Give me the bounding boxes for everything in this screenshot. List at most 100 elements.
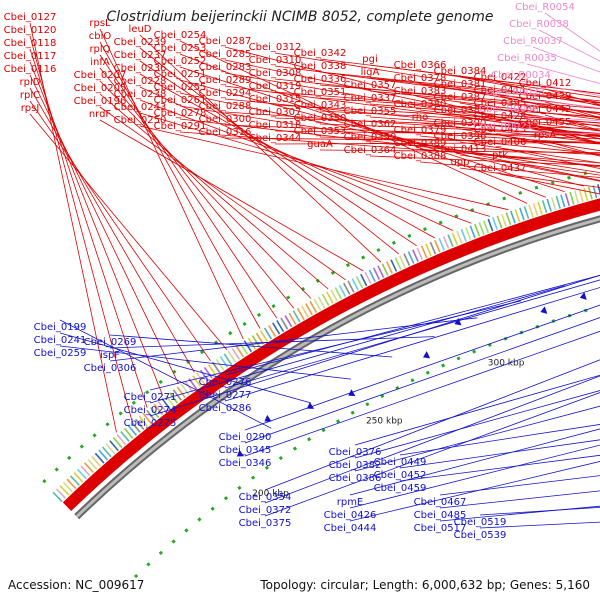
bottom-gene-label: ispF [100,350,120,361]
top-gene-label: Cbei_0380 [394,99,447,110]
cog-segment [157,401,167,413]
cog-segment [412,249,419,262]
top-gene-label: rplD [20,77,41,88]
cog-segment [69,475,80,486]
top-leader [99,119,364,272]
top-gene-label: Cbei_0390 [434,118,487,129]
top-gene-label: Cbei_0117 [4,51,57,62]
cog-segment [153,403,164,416]
bottom-gene-label: Cbei_0274 [124,405,177,416]
cog-segment [247,337,257,350]
cog-segment [351,278,359,291]
label-leader-lines [29,12,600,529]
cog-segment [560,194,566,208]
top-gene-label: Cbei_0378 [394,73,447,84]
bottom-leader [264,375,600,504]
rna-gene-label: Cbei_R0037 [503,36,563,47]
bottom-leader [399,424,600,456]
bottom-gene-label: Cbei_0382 [329,460,382,471]
bottom-gene-label: Cbei_0271 [124,392,177,403]
top-leader [419,96,600,121]
cog-segment [505,212,512,226]
cog-segment [215,358,225,371]
cog-segment [300,305,309,318]
cog-segment [451,232,459,246]
top-gene-label: Cbei_0236 [114,63,167,74]
cog-segment [394,257,402,270]
cog-segment [80,465,91,477]
top-leader [274,91,600,118]
bottom-leader [439,490,600,509]
cog-segment [127,424,138,436]
bottom-gene-label: Cbei_0519 [454,517,507,528]
cog-segment [317,296,326,309]
cog-segment [551,197,557,211]
top-gene-label: Cbei_0315 [249,94,302,105]
cog-segment [429,241,437,255]
top-leader [224,111,600,138]
cog-segment [91,455,101,467]
bottom-gene-label: rpmE [337,497,364,508]
top-gene-label: Cbei_0196 [74,96,127,107]
top-gene-label: Cbei_0316 [199,127,252,138]
top-leader [99,54,278,319]
rna-gene-label: Cbei_R0030 [479,104,539,115]
cog-segment [131,421,141,433]
cog-segment [199,369,209,382]
cog-segment [105,443,116,455]
gene-labels: Cbei_0127 Cbei_0120 Cbei_0118 Cbei_0117 Cbei… [4,2,575,541]
genome-backbone-highlight [75,217,600,518]
top-gene-label: Cbei_0342 [294,48,347,59]
bottom-gene-label: Cbei_0426 [324,510,377,521]
bottom-leader [439,475,600,496]
top-gene-label: Cbei_0364 [344,145,397,156]
bottom-leader [244,304,600,431]
top-leader [319,149,600,154]
top-gene-label: Cbei_0312 [249,42,302,53]
cog-segment [541,200,548,214]
top-gene-label: rplC [20,90,40,101]
rna-leader [508,114,600,122]
cog-segment [62,481,73,493]
top-gene-label: Cbei_0243 [114,102,167,113]
top-gene-label: Cbei_0351 [294,87,347,98]
top-leader [139,112,490,217]
rna-leader [514,97,600,109]
cog-segment [390,259,398,272]
bottom-leader [149,274,600,417]
top-leader [139,60,417,247]
cog-segment [573,190,580,204]
bottom-leader [354,374,600,446]
top-leader [544,140,600,157]
top-gene-label: Cbei_0437 [474,163,527,174]
rna-leader [544,12,600,52]
cog-segment [364,271,372,285]
bottom-gene-label: Cbei_0376 [329,447,382,458]
top-leader [179,79,584,187]
bottom-gene-label: Cbei_0449 [374,457,427,468]
top-gene-label: Cbei_0455 [519,117,572,128]
cog-segment [180,383,190,396]
bottom-gene-label: Cbei_0259 [34,348,87,359]
bottom-leader [224,279,600,389]
top-leader [274,117,600,130]
bottom-gene-label: Cbei_0375 [239,518,292,529]
top-gene-label: ptk [492,150,508,161]
bottom-leader [59,345,352,380]
top-gene-label: guaA [307,139,333,150]
bottom-leader [264,359,600,491]
bottom-leader [109,317,478,362]
top-leader [369,129,600,145]
top-gene-label: Cbei_0254 [154,30,207,41]
top-leader [319,123,600,135]
top-gene-label: Cbei_0396 [434,131,487,142]
cog-segment [135,418,145,430]
cog-segment [403,253,411,266]
cog-segment [276,320,285,333]
bottom-leader [149,285,566,404]
top-gene-label: Cbei_0362 [344,119,397,130]
top-gene-label: Cbei_0319 [249,81,302,92]
cog-segment [73,471,84,483]
top-leader [319,84,600,110]
